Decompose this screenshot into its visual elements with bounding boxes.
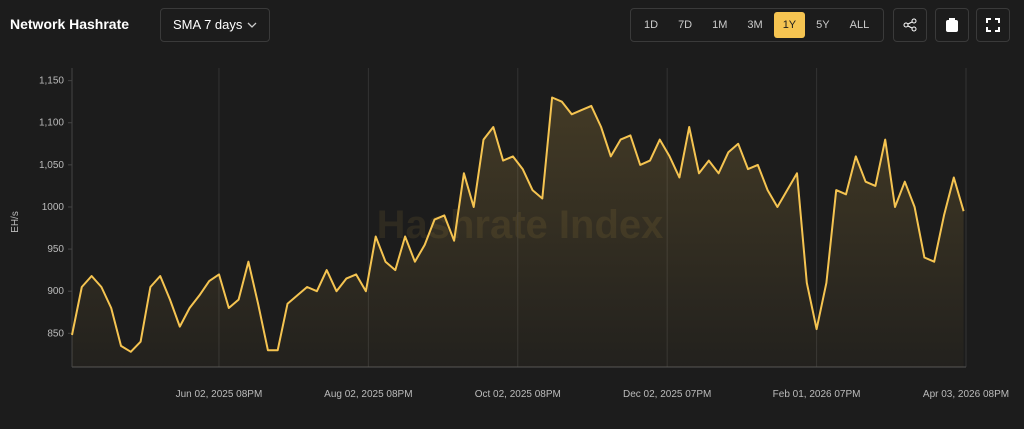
copy-icon xyxy=(946,18,958,32)
line xyxy=(71,96,965,353)
range-button[interactable]: 1Y xyxy=(773,12,806,38)
range-button[interactable]: 1M xyxy=(712,19,728,31)
y-tick-label: 1,100 xyxy=(39,118,64,129)
fullscreen-icon xyxy=(986,18,1000,32)
y-tick-label: 850 xyxy=(47,328,64,339)
x-tick-label: Oct 02, 2025 08PM xyxy=(475,389,561,400)
range-button[interactable]: 5Y xyxy=(816,19,830,31)
share-button[interactable] xyxy=(893,8,927,42)
x-tick-label: Apr 03, 2026 08PM xyxy=(923,389,1009,400)
y-axis-label: EH/s xyxy=(10,211,21,233)
x-tick-label: Feb 01, 2026 07PM xyxy=(773,389,861,400)
area xyxy=(72,97,964,367)
smoothing-dropdown[interactable]: SMA 7 days xyxy=(160,8,270,42)
page-title: Network Hashrate xyxy=(10,16,130,32)
range-button[interactable]: 1D xyxy=(644,19,659,31)
y-tick-label: 1,150 xyxy=(39,76,64,87)
copy-button[interactable] xyxy=(935,8,969,42)
y-tick-label: 950 xyxy=(47,244,64,255)
range-button[interactable]: ALL xyxy=(849,19,870,31)
y-tick-label: 900 xyxy=(47,286,64,297)
share-icon xyxy=(903,18,917,32)
y-tick-label: 1000 xyxy=(42,202,65,213)
fullscreen-button[interactable] xyxy=(976,8,1010,42)
x-tick-label: Dec 02, 2025 07PM xyxy=(623,389,711,400)
x-tick-label: Aug 02, 2025 08PM xyxy=(324,389,412,400)
y-tick-label: 1,050 xyxy=(39,160,64,171)
chevron xyxy=(247,22,257,28)
range-button[interactable]: 3M xyxy=(747,19,763,31)
dropdown-label: SMA 7 days xyxy=(173,17,243,32)
x-tick-label: Jun 02, 2025 08PM xyxy=(176,389,263,400)
range-button[interactable]: 7D xyxy=(678,19,693,31)
range-group: 1D 7D 1M 3M 1Y 5Y ALL xyxy=(630,8,884,42)
